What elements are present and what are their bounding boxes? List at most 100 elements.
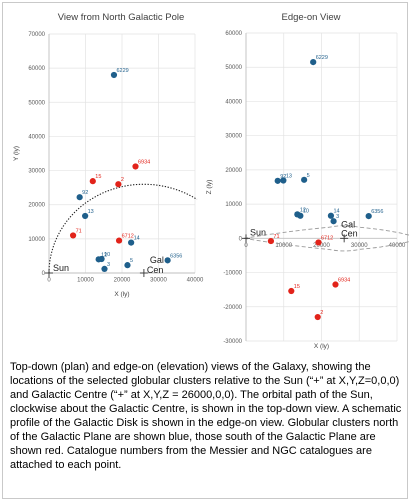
cluster-label: 6229 bbox=[316, 55, 328, 61]
cluster-point-south bbox=[314, 313, 321, 321]
cluster-label: 10 bbox=[303, 209, 309, 215]
cluster-point-north bbox=[330, 218, 337, 225]
x-tick-label: 10000 bbox=[77, 278, 94, 284]
cluster-label: 3 bbox=[336, 214, 339, 220]
y-tick-label: -30000 bbox=[223, 339, 242, 345]
sun-marker bbox=[45, 269, 53, 277]
cluster-label: 13 bbox=[286, 173, 292, 179]
x-tick-label: 20000 bbox=[114, 278, 131, 284]
chart-top-down: View from North Galactic Pole 0 10000 20000… bbox=[13, 12, 204, 298]
cluster-point-south bbox=[267, 237, 275, 245]
cluster-label: 12 bbox=[101, 252, 107, 258]
cluster-point-north bbox=[310, 58, 317, 66]
cluster-label: 2 bbox=[320, 310, 323, 316]
x-tick-label: 40000 bbox=[187, 278, 204, 284]
cluster-label: 13 bbox=[88, 209, 94, 215]
x-axis-title: X (ly) bbox=[314, 343, 329, 350]
cluster-label: 6934 bbox=[338, 278, 350, 284]
galactic-centre-label-line1: Gal bbox=[150, 255, 164, 265]
cluster-point-south bbox=[115, 237, 123, 244]
y-tick-label: 60000 bbox=[225, 31, 242, 37]
cluster-label: 6356 bbox=[371, 209, 383, 215]
chart-title: Edge-on View bbox=[282, 12, 341, 23]
y-tick-label: -10000 bbox=[223, 271, 242, 277]
cluster-label: 14 bbox=[333, 209, 339, 215]
cluster-label: 71 bbox=[273, 234, 279, 240]
cluster-label: 6356 bbox=[170, 253, 182, 259]
cluster-point-south bbox=[69, 232, 77, 239]
y-tick-label: 0 bbox=[239, 236, 243, 242]
x-tick-label: 40000 bbox=[389, 243, 406, 249]
y-tick-label: 20000 bbox=[28, 203, 45, 209]
galactic-centre-label-line2: Cen bbox=[341, 228, 358, 238]
chart-edge-on: Edge-on View6000050000400003000020000100… bbox=[206, 12, 409, 350]
cluster-point-north bbox=[110, 71, 118, 79]
sun-label: Sun bbox=[250, 227, 266, 237]
cluster-point-south bbox=[315, 239, 322, 246]
cluster-point-south bbox=[132, 163, 139, 170]
cluster-point-north bbox=[301, 176, 308, 183]
cluster-label: 12 bbox=[300, 207, 306, 213]
cluster-label: 15 bbox=[95, 174, 101, 180]
y-tick-label: 20000 bbox=[225, 168, 242, 174]
cluster-point-north bbox=[98, 255, 105, 263]
y-axis-title: Z (ly) bbox=[206, 180, 213, 195]
cluster-point-south bbox=[115, 181, 122, 188]
cluster-label: 6712 bbox=[321, 235, 333, 241]
y-tick-label: 60000 bbox=[28, 66, 45, 72]
cluster-point-north bbox=[124, 262, 131, 269]
cluster-label: 2 bbox=[121, 177, 124, 183]
cluster-label: 14 bbox=[134, 236, 140, 242]
y-tick-label: 40000 bbox=[225, 99, 242, 105]
cluster-label: 5 bbox=[307, 173, 310, 179]
sun-label: Sun bbox=[53, 263, 69, 273]
cluster-point-north bbox=[274, 177, 281, 184]
cluster-label: 6712 bbox=[122, 234, 134, 240]
y-tick-label: -20000 bbox=[223, 305, 242, 311]
y-tick-label: 50000 bbox=[28, 100, 45, 106]
galactic-centre-marker bbox=[139, 269, 148, 277]
cluster-label: 3 bbox=[107, 262, 110, 268]
sun-orbit-path bbox=[48, 183, 198, 274]
y-tick-label: 10000 bbox=[28, 237, 45, 243]
figure-charts: View from North Galactic Pole01000020000… bbox=[13, 12, 409, 350]
y-tick-label: 70000 bbox=[28, 32, 45, 38]
cluster-label: 92 bbox=[82, 190, 88, 196]
y-axis-title: Y (ly) bbox=[13, 146, 20, 161]
sun-marker bbox=[242, 234, 250, 243]
cluster-label: 10 bbox=[104, 252, 110, 258]
cluster-point-north bbox=[327, 212, 335, 219]
y-tick-label: 50000 bbox=[225, 65, 242, 71]
cluster-label: 71 bbox=[76, 228, 82, 234]
cluster-label: 6934 bbox=[138, 159, 150, 165]
cluster-point-north bbox=[82, 212, 89, 220]
x-axis-title: X (ly) bbox=[114, 291, 129, 298]
cluster-label: 15 bbox=[294, 284, 300, 290]
cluster-point-north bbox=[297, 212, 304, 219]
cluster-point-south bbox=[288, 287, 295, 295]
cluster-point-north bbox=[280, 177, 287, 184]
figure-frame: View from North Galactic Pole 0 10000 20000… bbox=[2, 2, 409, 499]
cluster-point-south bbox=[332, 281, 339, 288]
y-tick-label: 0 bbox=[42, 271, 46, 277]
x-tick-label: 10000 bbox=[275, 243, 292, 249]
cluster-point-north bbox=[101, 265, 108, 273]
cluster-point-north bbox=[365, 212, 372, 220]
cluster-point-north bbox=[128, 239, 135, 246]
cluster-point-north bbox=[76, 194, 83, 201]
galactic-centre-label-line1: Gal bbox=[341, 219, 355, 229]
x-tick-label: 30000 bbox=[351, 243, 368, 249]
galactic-centre-label-line2: Cen bbox=[147, 265, 164, 275]
y-tick-label: 30000 bbox=[225, 134, 242, 140]
figure-caption: Top-down (plan) and edge-on (elevation) … bbox=[10, 361, 402, 471]
x-tick-label: 30000 bbox=[150, 278, 167, 284]
y-tick-label: 40000 bbox=[28, 134, 45, 140]
chart-title: View from North Galactic Pole bbox=[58, 12, 185, 23]
x-tick-label: 0 bbox=[47, 278, 51, 284]
cluster-label: 5 bbox=[130, 258, 133, 264]
x-tick-label: 20000 bbox=[313, 243, 330, 249]
galactic-centre-marker bbox=[340, 234, 349, 243]
x-tick-label: 0 bbox=[244, 243, 248, 249]
cluster-label: 6229 bbox=[116, 68, 128, 74]
cluster-point-north bbox=[164, 257, 171, 264]
